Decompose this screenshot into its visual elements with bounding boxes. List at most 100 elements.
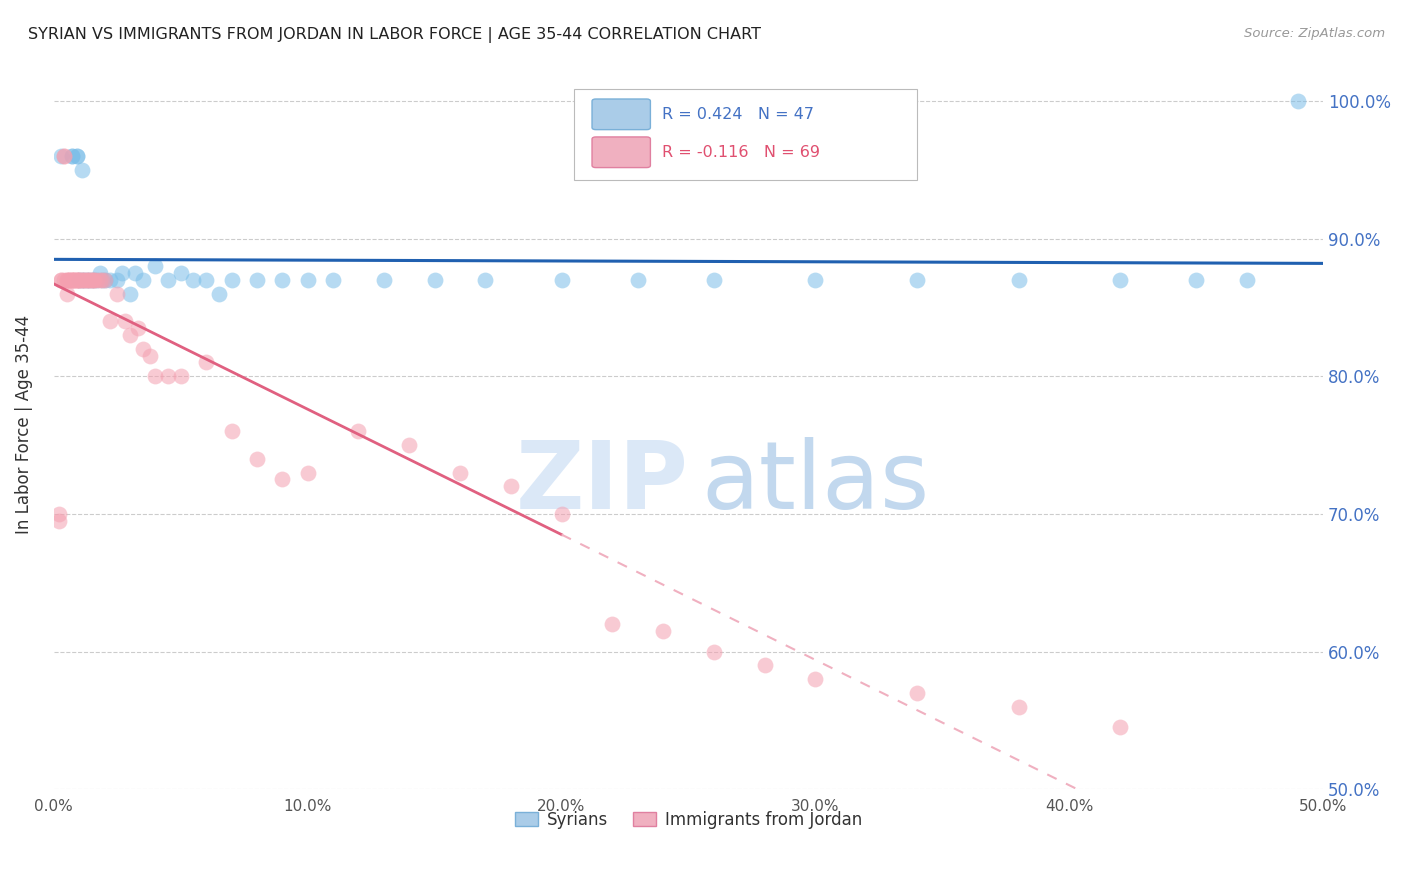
Point bbox=[208, 286, 231, 301]
Point bbox=[67, 273, 90, 287]
Point bbox=[804, 273, 827, 287]
Point bbox=[91, 273, 114, 287]
Point bbox=[48, 514, 70, 528]
Point bbox=[474, 273, 496, 287]
Point bbox=[297, 466, 319, 480]
Point bbox=[905, 686, 928, 700]
Point bbox=[60, 273, 83, 287]
Point bbox=[221, 425, 243, 439]
Text: atlas: atlas bbox=[702, 437, 929, 529]
Point bbox=[70, 273, 93, 287]
Point bbox=[58, 273, 80, 287]
Point bbox=[60, 149, 83, 163]
Point bbox=[398, 438, 420, 452]
Point bbox=[53, 273, 76, 287]
Point bbox=[271, 473, 294, 487]
Point bbox=[55, 273, 77, 287]
Point bbox=[905, 273, 928, 287]
Point bbox=[66, 273, 89, 287]
Point bbox=[83, 273, 105, 287]
Point bbox=[93, 273, 115, 287]
Point bbox=[66, 149, 89, 163]
Point bbox=[76, 273, 98, 287]
Point bbox=[80, 273, 103, 287]
Point bbox=[449, 466, 471, 480]
Point bbox=[170, 369, 193, 384]
Point bbox=[76, 273, 98, 287]
Point bbox=[1007, 699, 1029, 714]
Point bbox=[63, 273, 86, 287]
FancyBboxPatch shape bbox=[592, 99, 651, 129]
Point bbox=[297, 273, 319, 287]
Point bbox=[1109, 273, 1132, 287]
Point bbox=[79, 273, 101, 287]
Point bbox=[157, 369, 180, 384]
Point bbox=[55, 273, 77, 287]
Point bbox=[89, 273, 111, 287]
Point bbox=[89, 266, 111, 280]
Text: Source: ZipAtlas.com: Source: ZipAtlas.com bbox=[1244, 27, 1385, 40]
Point bbox=[499, 479, 522, 493]
Point bbox=[63, 273, 86, 287]
Point bbox=[70, 162, 93, 177]
Point bbox=[271, 273, 294, 287]
Point bbox=[83, 273, 105, 287]
Point bbox=[76, 273, 98, 287]
Point bbox=[652, 624, 675, 638]
Point bbox=[139, 349, 162, 363]
Point bbox=[195, 273, 218, 287]
Point bbox=[63, 273, 86, 287]
Point bbox=[105, 273, 128, 287]
Point bbox=[51, 273, 73, 287]
Point bbox=[67, 273, 90, 287]
Point bbox=[246, 273, 269, 287]
Point bbox=[80, 273, 103, 287]
Text: R = -0.116   N = 69: R = -0.116 N = 69 bbox=[662, 145, 820, 160]
Legend: Syrians, Immigrants from Jordan: Syrians, Immigrants from Jordan bbox=[509, 805, 869, 836]
Point bbox=[1286, 94, 1309, 108]
Point bbox=[118, 286, 141, 301]
Point bbox=[55, 286, 77, 301]
Y-axis label: In Labor Force | Age 35-44: In Labor Force | Age 35-44 bbox=[15, 315, 32, 534]
Point bbox=[91, 273, 114, 287]
Point bbox=[66, 273, 89, 287]
Text: SYRIAN VS IMMIGRANTS FROM JORDAN IN LABOR FORCE | AGE 35-44 CORRELATION CHART: SYRIAN VS IMMIGRANTS FROM JORDAN IN LABO… bbox=[28, 27, 761, 43]
Point bbox=[703, 644, 725, 658]
Point bbox=[79, 273, 101, 287]
Point bbox=[423, 273, 446, 287]
Point bbox=[105, 286, 128, 301]
Point bbox=[60, 273, 83, 287]
Point bbox=[70, 273, 93, 287]
Point bbox=[347, 425, 370, 439]
Point bbox=[602, 617, 624, 632]
Point bbox=[627, 273, 650, 287]
Point bbox=[80, 273, 103, 287]
Point bbox=[86, 273, 108, 287]
Point bbox=[70, 273, 93, 287]
Text: ZIP: ZIP bbox=[516, 437, 689, 529]
Point bbox=[67, 273, 90, 287]
Point bbox=[550, 273, 572, 287]
Point bbox=[98, 273, 121, 287]
Point bbox=[79, 273, 101, 287]
Point bbox=[60, 273, 83, 287]
Point bbox=[124, 266, 146, 280]
Point bbox=[804, 672, 827, 686]
Point bbox=[53, 149, 76, 163]
Point bbox=[98, 314, 121, 328]
Point bbox=[83, 273, 105, 287]
Point bbox=[1007, 273, 1029, 287]
Point bbox=[66, 149, 89, 163]
Point bbox=[73, 273, 96, 287]
Point bbox=[93, 273, 115, 287]
Point bbox=[118, 327, 141, 342]
Point bbox=[246, 451, 269, 466]
Point bbox=[58, 273, 80, 287]
Point bbox=[67, 273, 90, 287]
Point bbox=[60, 149, 83, 163]
Point bbox=[145, 259, 167, 273]
FancyBboxPatch shape bbox=[574, 89, 917, 180]
Point bbox=[51, 149, 73, 163]
Point bbox=[114, 314, 136, 328]
Point bbox=[703, 273, 725, 287]
